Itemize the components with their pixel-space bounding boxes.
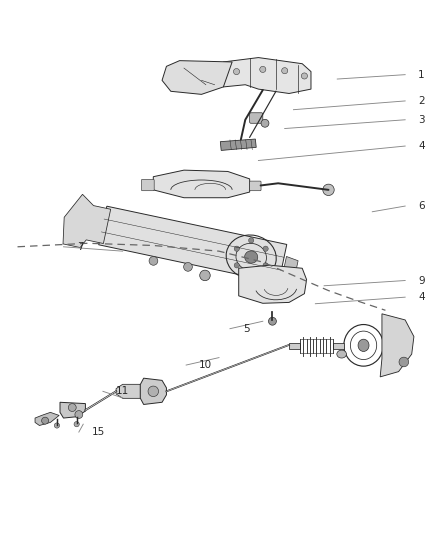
FancyBboxPatch shape: [250, 113, 263, 123]
Polygon shape: [60, 402, 85, 418]
Text: 6: 6: [418, 201, 425, 211]
Polygon shape: [153, 170, 250, 198]
Polygon shape: [99, 206, 287, 283]
Polygon shape: [380, 314, 414, 377]
Polygon shape: [239, 265, 307, 303]
Circle shape: [263, 263, 268, 268]
Text: 7: 7: [77, 242, 83, 252]
Circle shape: [68, 403, 76, 411]
Circle shape: [249, 238, 254, 243]
Circle shape: [148, 386, 159, 397]
Text: 15: 15: [92, 427, 105, 437]
Ellipse shape: [245, 251, 258, 263]
Polygon shape: [140, 378, 166, 405]
Circle shape: [200, 270, 210, 281]
Polygon shape: [35, 413, 59, 425]
Circle shape: [282, 68, 288, 74]
Polygon shape: [220, 139, 256, 150]
Circle shape: [249, 271, 254, 276]
Text: 9: 9: [418, 276, 425, 286]
Text: 1: 1: [418, 70, 425, 79]
Circle shape: [234, 263, 240, 268]
Polygon shape: [283, 256, 298, 273]
Text: 10: 10: [199, 360, 212, 370]
FancyBboxPatch shape: [141, 179, 154, 191]
Circle shape: [234, 246, 240, 252]
Polygon shape: [333, 343, 344, 349]
Text: 4: 4: [418, 292, 425, 302]
Text: 2: 2: [418, 96, 425, 106]
Ellipse shape: [337, 350, 346, 358]
Text: 5: 5: [243, 324, 250, 334]
Circle shape: [399, 357, 409, 367]
Circle shape: [149, 256, 158, 265]
Text: 4: 4: [418, 141, 425, 151]
Circle shape: [268, 317, 276, 325]
Circle shape: [301, 73, 307, 79]
Circle shape: [54, 423, 60, 428]
Ellipse shape: [358, 339, 369, 351]
Polygon shape: [116, 384, 140, 398]
Circle shape: [323, 184, 334, 196]
Circle shape: [75, 410, 83, 418]
Circle shape: [260, 66, 266, 72]
Polygon shape: [63, 195, 111, 247]
Circle shape: [261, 119, 269, 127]
Circle shape: [74, 422, 79, 427]
Circle shape: [42, 417, 49, 424]
Polygon shape: [289, 343, 300, 349]
Text: 11: 11: [116, 386, 129, 397]
Circle shape: [263, 246, 268, 252]
Polygon shape: [223, 58, 311, 93]
FancyBboxPatch shape: [250, 181, 261, 191]
Text: 3: 3: [418, 115, 425, 125]
Circle shape: [233, 69, 240, 75]
Polygon shape: [162, 61, 232, 94]
Circle shape: [184, 262, 192, 271]
